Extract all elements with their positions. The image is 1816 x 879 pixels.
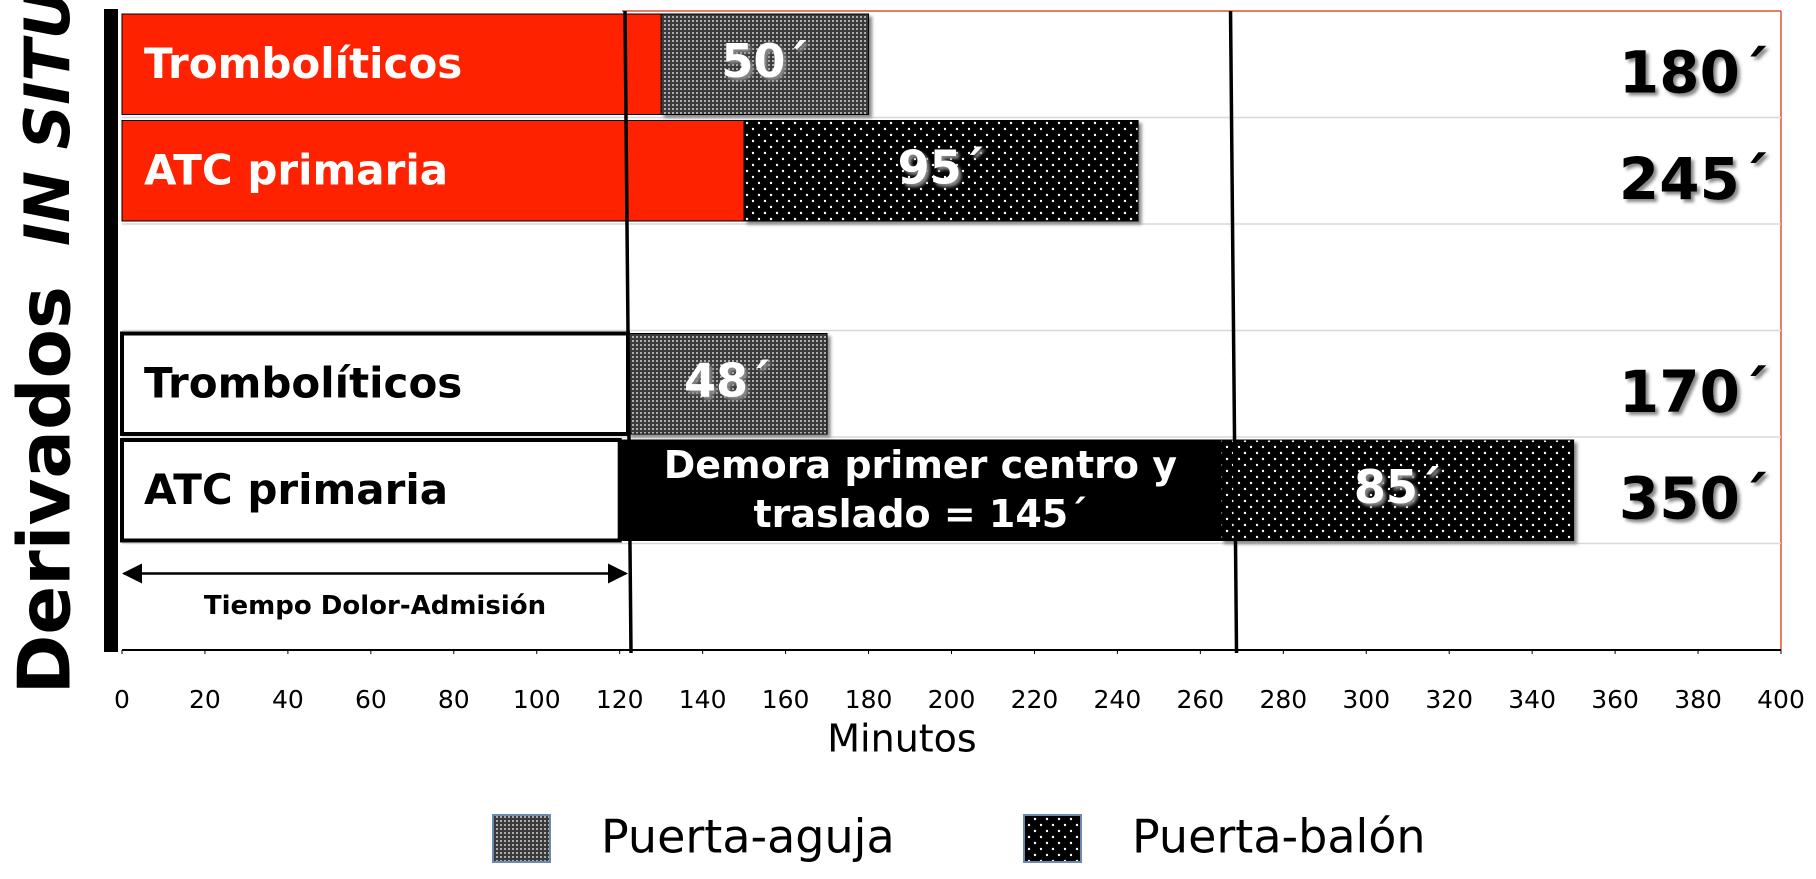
legend-swatch (1023, 814, 1082, 863)
bar-segment (120, 331, 630, 436)
x-tick-label: 380 (1674, 685, 1722, 714)
annotation-text: Tiempo Dolor-Admisión (204, 591, 546, 621)
legend-swatch (492, 814, 551, 863)
x-tick-label: 280 (1259, 685, 1307, 714)
x-tick-label: 220 (1011, 685, 1059, 714)
x-tick-label: 400 (1757, 685, 1805, 714)
x-tick-label: 20 (189, 685, 221, 714)
category-label: ATC primaria (144, 465, 448, 514)
reference-line (1228, 10, 1239, 654)
x-tick-label: 40 (272, 685, 304, 714)
category-label: Trombolíticos (144, 358, 462, 407)
x-tick-label: 140 (679, 685, 727, 714)
value-label: 85´ (1354, 460, 1441, 514)
legend-label: Puerta-balón (1132, 810, 1426, 864)
x-tick-label: 260 (1176, 685, 1224, 714)
total-label: 170´ (1619, 358, 1769, 426)
x-tick-label: 160 (762, 685, 810, 714)
total-label: 180´ (1619, 38, 1769, 106)
x-tick-label: 120 (596, 685, 644, 714)
y-axis (104, 9, 118, 652)
x-tick-label: 80 (438, 685, 470, 714)
category-label: Trombolíticos (144, 39, 462, 88)
x-tick-label: 100 (513, 685, 561, 714)
x-tick-label: 360 (1591, 685, 1639, 714)
x-tick-label: 180 (845, 685, 893, 714)
category-label: ATC primaria (144, 145, 448, 194)
reference-line (623, 10, 633, 654)
x-axis-label: Minutos (827, 717, 976, 761)
value-label: 95´ (898, 140, 985, 194)
x-tick-label: 300 (1342, 685, 1390, 714)
x-tick-label: 320 (1425, 685, 1473, 714)
legend-label: Puerta-aguja (601, 810, 895, 864)
x-tick-label: 240 (1094, 685, 1142, 714)
bar-segment (1220, 439, 1575, 541)
value-label-box: Demora primer centro y traslado = 145´ (663, 442, 1178, 537)
bar-segment (743, 120, 1139, 222)
total-label: 245´ (1619, 145, 1769, 213)
bar-segment (121, 13, 662, 115)
bar-segment (627, 333, 828, 435)
bar-segment (121, 120, 745, 222)
group-label: IN SITU (11, 0, 84, 246)
x-tick-label: 60 (355, 685, 387, 714)
bar-segment (660, 13, 870, 115)
x-tick-label: 340 (1508, 685, 1556, 714)
value-label: 50´ (721, 34, 808, 88)
x-tick-label: 200 (928, 685, 976, 714)
group-label: Derivados (3, 286, 87, 694)
x-tick-label: 0 (114, 685, 130, 714)
total-label: 350´ (1619, 464, 1769, 532)
bar-segment (619, 439, 1222, 541)
value-label: Demora primer centro y traslado = 145´ (663, 442, 1178, 537)
value-label: 48´ (684, 353, 771, 407)
